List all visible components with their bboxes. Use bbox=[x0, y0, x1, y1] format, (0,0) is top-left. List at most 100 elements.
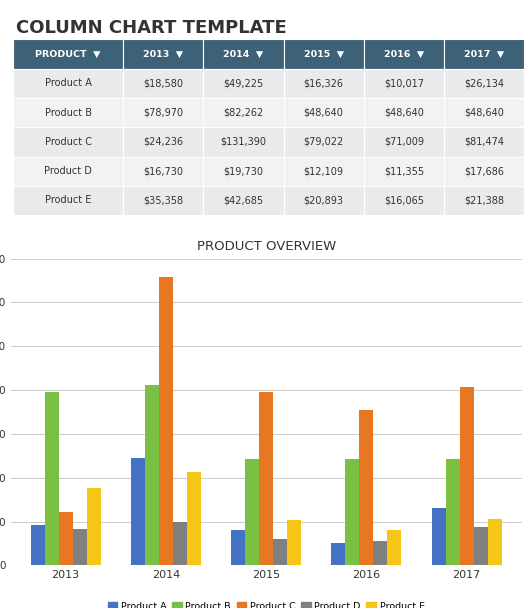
Text: $11,355: $11,355 bbox=[384, 166, 424, 176]
Text: $16,065: $16,065 bbox=[384, 196, 424, 206]
Bar bbox=[345, 459, 359, 565]
FancyBboxPatch shape bbox=[13, 127, 123, 156]
Text: Product D: Product D bbox=[44, 166, 92, 176]
Text: 2015  ▼: 2015 ▼ bbox=[304, 49, 344, 58]
Text: $16,730: $16,730 bbox=[143, 166, 183, 176]
Legend: Product A, Product B, Product C, Product D, Product E: Product A, Product B, Product C, Product… bbox=[104, 598, 428, 608]
Bar bbox=[432, 508, 445, 565]
Text: $24,236: $24,236 bbox=[143, 137, 183, 147]
Text: 2014  ▼: 2014 ▼ bbox=[223, 49, 264, 58]
Text: Product E: Product E bbox=[45, 196, 91, 206]
Text: $48,640: $48,640 bbox=[384, 108, 424, 117]
Text: $17,686: $17,686 bbox=[464, 166, 504, 176]
FancyBboxPatch shape bbox=[444, 98, 524, 127]
FancyBboxPatch shape bbox=[203, 127, 284, 156]
Bar bbox=[445, 459, 460, 565]
FancyBboxPatch shape bbox=[444, 127, 524, 156]
FancyBboxPatch shape bbox=[13, 98, 123, 127]
Bar bbox=[460, 387, 474, 565]
Bar bbox=[359, 410, 374, 565]
Text: $19,730: $19,730 bbox=[223, 166, 264, 176]
Bar bbox=[173, 522, 187, 565]
Text: $81,474: $81,474 bbox=[464, 137, 504, 147]
Bar bbox=[387, 530, 402, 565]
FancyBboxPatch shape bbox=[284, 40, 364, 69]
Text: $78,970: $78,970 bbox=[143, 108, 183, 117]
FancyBboxPatch shape bbox=[203, 69, 284, 98]
Text: $10,017: $10,017 bbox=[384, 78, 424, 88]
Text: $26,134: $26,134 bbox=[464, 78, 504, 88]
FancyBboxPatch shape bbox=[364, 186, 444, 215]
FancyBboxPatch shape bbox=[444, 69, 524, 98]
FancyBboxPatch shape bbox=[364, 69, 444, 98]
FancyBboxPatch shape bbox=[123, 127, 203, 156]
FancyBboxPatch shape bbox=[13, 40, 123, 69]
FancyBboxPatch shape bbox=[203, 186, 284, 215]
FancyBboxPatch shape bbox=[13, 156, 123, 186]
Text: $42,685: $42,685 bbox=[223, 196, 264, 206]
Bar bbox=[273, 539, 287, 565]
FancyBboxPatch shape bbox=[13, 186, 123, 215]
FancyBboxPatch shape bbox=[203, 40, 284, 69]
Text: $131,390: $131,390 bbox=[220, 137, 266, 147]
FancyBboxPatch shape bbox=[444, 156, 524, 186]
Text: $82,262: $82,262 bbox=[223, 108, 264, 117]
FancyBboxPatch shape bbox=[364, 156, 444, 186]
Text: $48,640: $48,640 bbox=[304, 108, 344, 117]
Bar bbox=[131, 458, 145, 565]
FancyBboxPatch shape bbox=[123, 156, 203, 186]
Text: $49,225: $49,225 bbox=[223, 78, 264, 88]
Text: 2013  ▼: 2013 ▼ bbox=[143, 49, 183, 58]
Text: $20,893: $20,893 bbox=[304, 196, 344, 206]
FancyBboxPatch shape bbox=[123, 40, 203, 69]
FancyBboxPatch shape bbox=[123, 69, 203, 98]
Bar bbox=[374, 541, 387, 565]
Bar bbox=[331, 544, 345, 565]
Text: 2017  ▼: 2017 ▼ bbox=[464, 49, 504, 58]
Bar bbox=[58, 513, 73, 565]
Text: 2016  ▼: 2016 ▼ bbox=[384, 49, 424, 58]
Text: Product A: Product A bbox=[45, 78, 92, 88]
Text: Product C: Product C bbox=[45, 137, 92, 147]
Bar bbox=[231, 530, 245, 565]
FancyBboxPatch shape bbox=[284, 69, 364, 98]
Text: $18,580: $18,580 bbox=[143, 78, 183, 88]
Bar bbox=[159, 277, 173, 565]
FancyBboxPatch shape bbox=[364, 40, 444, 69]
FancyBboxPatch shape bbox=[284, 98, 364, 127]
Text: $35,358: $35,358 bbox=[143, 196, 183, 206]
FancyBboxPatch shape bbox=[203, 156, 284, 186]
Bar bbox=[259, 392, 273, 565]
Text: Product B: Product B bbox=[45, 108, 92, 117]
FancyBboxPatch shape bbox=[444, 40, 524, 69]
FancyBboxPatch shape bbox=[123, 98, 203, 127]
Bar bbox=[45, 392, 58, 565]
Bar bbox=[31, 525, 45, 565]
Title: PRODUCT OVERVIEW: PRODUCT OVERVIEW bbox=[197, 240, 336, 254]
Text: $21,388: $21,388 bbox=[464, 196, 504, 206]
FancyBboxPatch shape bbox=[203, 98, 284, 127]
Bar bbox=[187, 472, 201, 565]
Text: $12,109: $12,109 bbox=[304, 166, 344, 176]
Text: $71,009: $71,009 bbox=[384, 137, 424, 147]
Text: $79,022: $79,022 bbox=[304, 137, 344, 147]
Text: COLUMN CHART TEMPLATE: COLUMN CHART TEMPLATE bbox=[16, 19, 286, 37]
Bar bbox=[474, 527, 487, 565]
Bar bbox=[487, 519, 502, 565]
FancyBboxPatch shape bbox=[284, 127, 364, 156]
Bar bbox=[87, 488, 101, 565]
Bar bbox=[287, 520, 301, 565]
FancyBboxPatch shape bbox=[284, 156, 364, 186]
Text: PRODUCT  ▼: PRODUCT ▼ bbox=[35, 49, 101, 58]
Bar bbox=[73, 529, 87, 565]
Text: $48,640: $48,640 bbox=[464, 108, 504, 117]
FancyBboxPatch shape bbox=[444, 186, 524, 215]
Bar bbox=[145, 385, 159, 565]
Text: $16,326: $16,326 bbox=[304, 78, 344, 88]
FancyBboxPatch shape bbox=[364, 98, 444, 127]
FancyBboxPatch shape bbox=[13, 69, 123, 98]
FancyBboxPatch shape bbox=[123, 186, 203, 215]
Bar bbox=[245, 459, 259, 565]
FancyBboxPatch shape bbox=[364, 127, 444, 156]
FancyBboxPatch shape bbox=[284, 186, 364, 215]
